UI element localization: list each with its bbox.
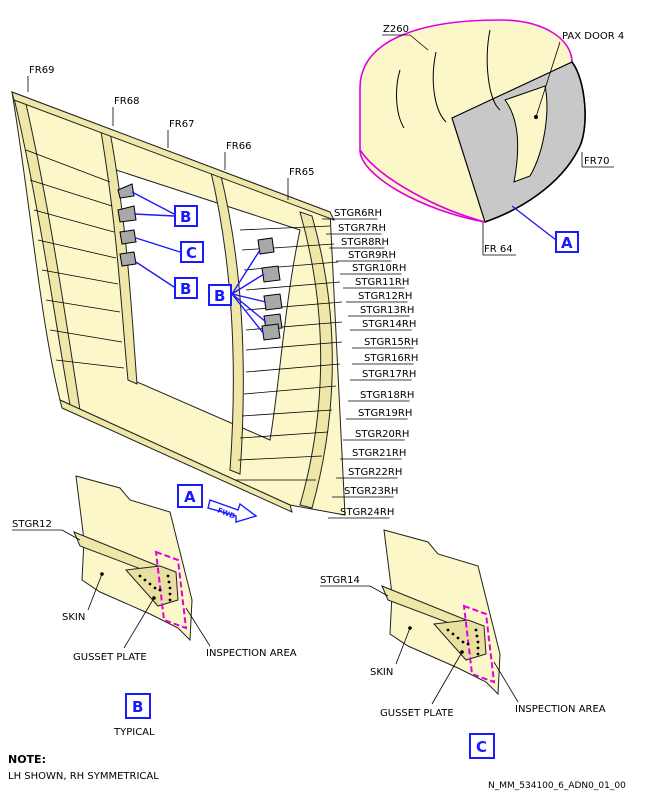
fr67-label: FR67	[169, 119, 194, 130]
detail-c-gusset-label: GUSSET PLATE	[380, 708, 454, 719]
fr70-label: FR70	[584, 156, 609, 167]
callout-b-upper[interactable]	[174, 205, 198, 227]
gusset-plates	[117, 183, 283, 341]
detail-c-inspection-label: INSPECTION AREA	[515, 704, 606, 715]
stringer-label-stgr6rh: STGR6RH	[334, 208, 382, 219]
stringer-label-stgr10rh: STGR10RH	[352, 263, 406, 274]
callout-b-lower[interactable]	[174, 277, 198, 299]
locator-callout-a-text: A	[561, 234, 573, 252]
detail-c-title-box	[469, 733, 495, 759]
stringer-label-stgr8rh: STGR8RH	[341, 237, 389, 248]
locator-callout-a[interactable]	[555, 231, 579, 253]
fr64-label: FR 64	[484, 244, 513, 255]
detail-b-subtitle: TYPICAL	[113, 727, 155, 738]
main-callouts: B C B B A FWD	[131, 191, 267, 523]
callout-b-right-text: B	[214, 287, 225, 305]
callout-b-right[interactable]	[208, 284, 232, 306]
drawing-reference: N_MM_534100_6_ADN0_01_00	[488, 781, 626, 791]
fr65-label: FR65	[289, 167, 314, 178]
detail-b-title-box	[125, 693, 151, 719]
stringer-labels: STGR6RH STGR7RH STGR8RH STGR9RH STGR10RH STGR…	[322, 208, 418, 519]
detail-c: STGR14 SKIN GUSSET PLATE INSPECTION AREA…	[320, 529, 606, 759]
stringer-label-stgr20rh: STGR20RH	[355, 429, 409, 440]
stringer-label-stgr16rh: STGR16RH	[364, 353, 418, 364]
detail-b-skin-label: SKIN	[62, 612, 85, 623]
detail-b: STGR12 SKIN GUSSET PLATE INSPECTION AREA…	[12, 475, 297, 738]
stringer-label-stgr13rh: STGR13RH	[360, 305, 414, 316]
pax-door-label: PAX DOOR 4	[562, 31, 624, 42]
fuselage-structure	[11, 91, 346, 516]
view-a-marker[interactable]	[177, 484, 203, 508]
detail-b-title: B	[132, 698, 143, 716]
fuselage-locator: Z260 PAX DOOR 4 FR70 FR 64 A	[359, 19, 624, 256]
callout-b-lower-text: B	[180, 280, 191, 298]
stringer-label-stgr21rh: STGR21RH	[352, 448, 406, 459]
fr69-label: FR69	[29, 65, 54, 76]
callout-c[interactable]	[180, 241, 204, 263]
fwd-arrow-icon	[207, 499, 258, 523]
view-a-marker-text: A	[184, 488, 196, 506]
stringer-label-stgr15rh: STGR15RH	[364, 337, 418, 348]
z260-label: Z260	[383, 24, 409, 35]
detail-c-skin-label: SKIN	[370, 667, 393, 678]
frame-labels: FR69 FR68 FR67 FR66 FR65	[27, 65, 314, 200]
stringer-label-stgr22rh: STGR22RH	[348, 467, 402, 478]
stringer-label-stgr19rh: STGR19RH	[358, 408, 412, 419]
stringer-label-stgr18rh: STGR18RH	[360, 390, 414, 401]
callout-b-upper-text: B	[180, 208, 191, 226]
stringer-label-stgr23rh: STGR23RH	[344, 486, 398, 497]
stringer-label-stgr14rh: STGR14RH	[362, 319, 416, 330]
stringer-label-stgr11rh: STGR11RH	[355, 277, 409, 288]
detail-c-stgr-label: STGR14	[320, 575, 360, 586]
fr66-label: FR66	[226, 141, 251, 152]
note-text: LH SHOWN, RH SYMMETRICAL	[8, 771, 159, 782]
detail-c-title: C	[476, 738, 487, 756]
fr68-label: FR68	[114, 96, 139, 107]
detail-b-inspection-label: INSPECTION AREA	[206, 648, 297, 659]
stringer-label-stgr7rh: STGR7RH	[338, 223, 386, 234]
stringer-label-stgr17rh: STGR17RH	[362, 369, 416, 380]
callout-c-text: C	[186, 244, 197, 262]
stringer-label-stgr12rh: STGR12RH	[358, 291, 412, 302]
detail-b-gusset-label: GUSSET PLATE	[73, 652, 147, 663]
note-heading: NOTE:	[8, 753, 46, 766]
detail-b-stgr-label: STGR12	[12, 519, 52, 530]
stringer-label-stgr9rh: STGR9RH	[348, 250, 396, 261]
stringer-label-stgr24rh: STGR24RH	[340, 507, 394, 518]
